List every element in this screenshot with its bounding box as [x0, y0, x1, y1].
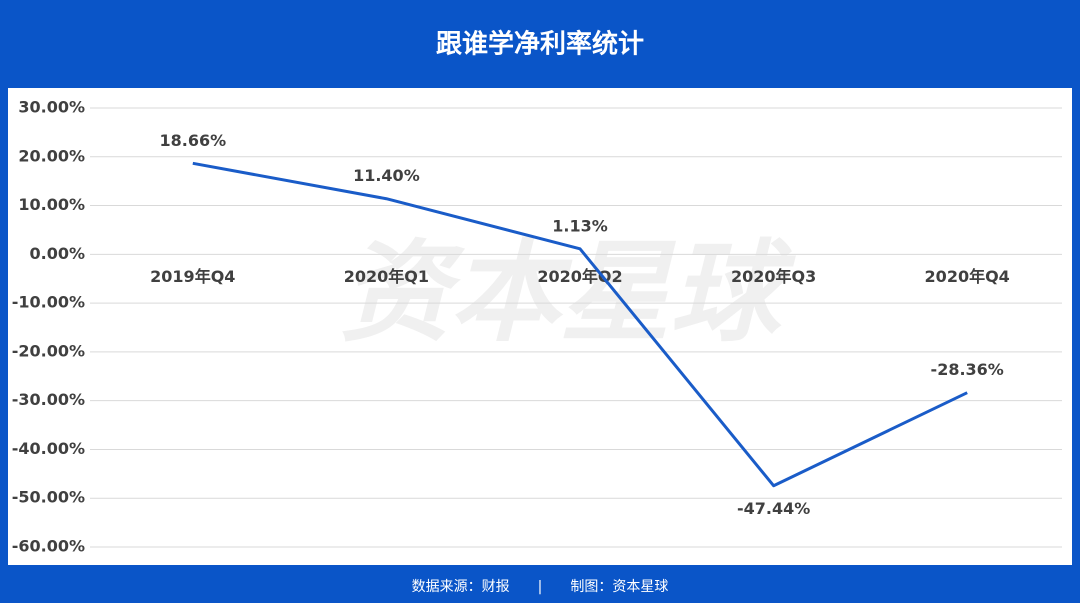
y-tick-label: -50.00%: [12, 488, 85, 507]
plot-panel: [8, 88, 1072, 565]
data-label: -28.36%: [931, 360, 1004, 379]
plot: 30.00% 20.00% 10.00% 0.00% -10.00% -20.00% -30…: [12, 98, 1062, 556]
chart-title: 跟谁学净利率统计: [436, 29, 644, 60]
y-tick-label: -10.00%: [12, 293, 85, 312]
y-tick-label: 30.00%: [18, 98, 85, 117]
watermark: 资本星球: [340, 228, 796, 356]
y-tick-label: -60.00%: [12, 537, 85, 556]
footer: 数据来源：财报 | 制图：资本星球: [412, 579, 669, 595]
x-tick-label: 2020年Q3: [731, 267, 816, 286]
y-tick-label: -40.00%: [12, 439, 85, 458]
x-tick-label: 2020年Q2: [537, 267, 622, 286]
x-tick-label: 2020年Q1: [344, 267, 429, 286]
line: [192, 161, 968, 488]
data-label: 11.40%: [353, 166, 420, 185]
y-tick-label: 20.00%: [18, 146, 85, 165]
data-label: 1.13%: [552, 216, 608, 235]
y-tick-label: -30.00%: [12, 390, 85, 409]
data-label: -47.44%: [737, 499, 810, 518]
x-tick-label: 2019年Q4: [150, 267, 235, 286]
y-tick-label: 0.00%: [29, 244, 85, 263]
y-tick-label: 10.00%: [18, 195, 85, 214]
y-tick-label: -20.00%: [12, 341, 85, 360]
data-label: 18.66%: [159, 131, 226, 150]
x-tick-label: 2020年Q4: [925, 267, 1010, 286]
